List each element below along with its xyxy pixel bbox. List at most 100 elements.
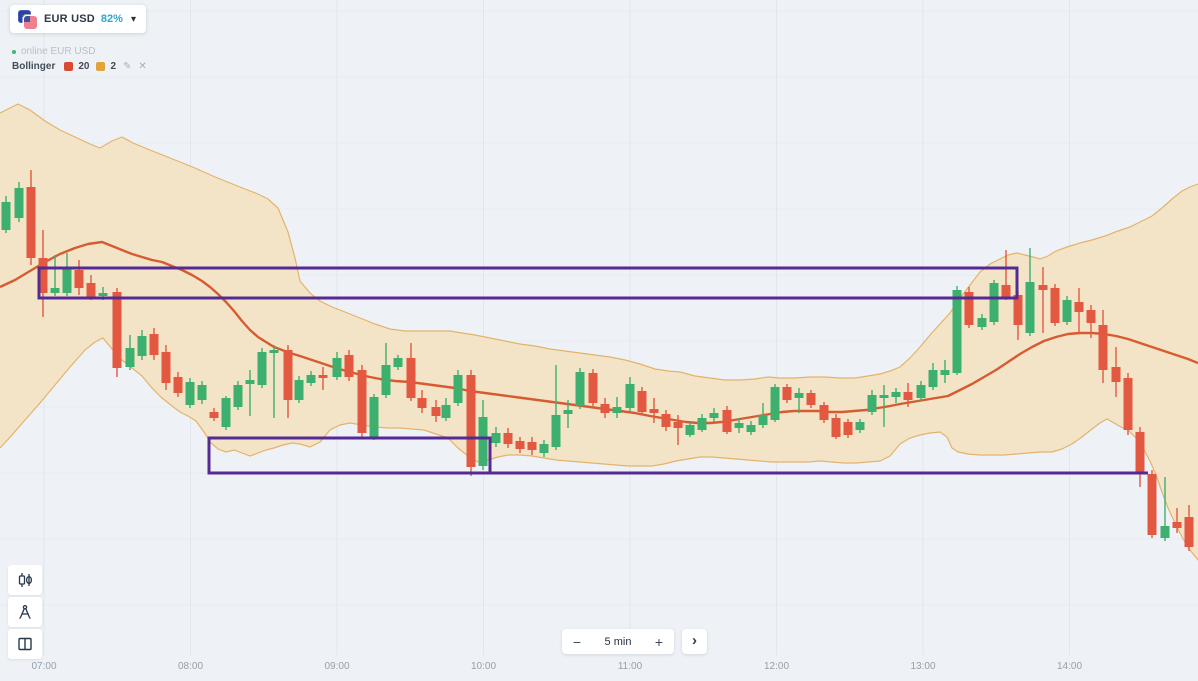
candle-body <box>1135 432 1145 472</box>
candle-body <box>1050 288 1060 323</box>
candlestick-chart-icon <box>18 573 33 587</box>
indicator-period-color-chip <box>64 62 74 71</box>
candle-body <box>928 370 938 387</box>
candle-body <box>575 372 585 406</box>
candle-body <box>209 412 219 418</box>
candle-body <box>125 348 135 367</box>
candle-body <box>26 187 36 258</box>
indicator-period-value: 20 <box>78 61 90 72</box>
timeframe-decrease-button[interactable]: − <box>572 633 582 650</box>
candle-body <box>843 422 853 435</box>
candle-body <box>588 373 598 403</box>
payout-percentage: 82% <box>100 13 123 25</box>
candle-body <box>478 417 488 466</box>
chevron-down-icon: ▾ <box>130 13 136 25</box>
x-axis-label: 13:00 <box>910 661 936 672</box>
candle-body <box>625 384 635 408</box>
multichart-layout-button[interactable] <box>8 629 42 659</box>
candle-body <box>441 405 451 418</box>
timeframe-pill: − 5 min + <box>562 629 674 654</box>
candle-body <box>112 292 122 368</box>
candle-body <box>600 404 610 413</box>
candle-body <box>709 413 719 418</box>
time-axis: 07:00 08:00 09:00 10:00 11:00 12:00 13:00 14:00 <box>0 661 1198 677</box>
x-axis-label: 07:00 <box>31 661 57 672</box>
candle-body <box>294 380 304 400</box>
candle-body <box>612 407 622 413</box>
x-axis-label: 12:00 <box>763 661 790 672</box>
candle-body <box>173 377 183 393</box>
candle-body <box>563 410 573 414</box>
candle-body <box>98 293 108 296</box>
asset-pair-label: EUR USD <box>44 13 95 25</box>
chevron-right-icon: › <box>692 632 697 649</box>
candle-body <box>697 418 707 430</box>
candle-body <box>306 375 316 383</box>
x-axis-label: 10:00 <box>470 661 497 672</box>
candle-body <box>269 350 279 353</box>
chart-type-button[interactable] <box>8 565 42 595</box>
candle-body <box>1147 474 1157 535</box>
candle-body <box>977 318 987 327</box>
split-view-icon <box>18 637 32 651</box>
candle-body <box>1062 300 1072 322</box>
candle-body <box>197 385 207 400</box>
candle-body <box>245 380 255 384</box>
x-axis-label: 08:00 <box>177 661 204 672</box>
edit-indicator-icon[interactable]: ✎ <box>123 61 132 72</box>
candle-body <box>38 258 48 293</box>
candle-body <box>149 334 159 355</box>
candle-body <box>503 433 513 444</box>
candle-body <box>1086 310 1096 323</box>
candle-body <box>185 382 195 405</box>
candle-body <box>891 392 901 397</box>
candle-body <box>867 395 877 412</box>
timeframe-control: − 5 min + › <box>562 629 707 654</box>
candle-body <box>1111 367 1121 382</box>
online-status-row: online EUR USD <box>12 44 147 59</box>
candle-body <box>964 292 974 325</box>
candle-body <box>221 398 231 427</box>
candle-body <box>50 288 60 293</box>
x-axis-label: 14:00 <box>1056 661 1083 672</box>
drawing-tools-button[interactable] <box>8 597 42 627</box>
candle-body <box>1172 522 1182 528</box>
candle-body <box>794 393 804 398</box>
candle-body <box>722 410 732 432</box>
candle-body <box>649 409 659 413</box>
online-status-dot-icon <box>12 49 16 54</box>
candle-body <box>734 423 744 428</box>
usd-flag-icon <box>24 15 37 29</box>
bollinger-upper-band <box>0 103 1198 381</box>
candle-body <box>283 350 293 400</box>
drawn-rectangle[interactable] <box>207 436 492 475</box>
indicator-row[interactable]: Bollinger 20 2 ✎ ✕ <box>12 59 147 74</box>
expand-timeframes-button[interactable]: › <box>682 629 707 654</box>
timeframe-increase-button[interactable]: + <box>654 633 664 650</box>
candle-body <box>1184 517 1194 547</box>
candle-body <box>1013 295 1023 325</box>
indicator-name-label: Bollinger <box>12 61 56 72</box>
candle-body <box>62 268 72 293</box>
candle-body <box>1098 325 1108 370</box>
candle-body <box>1160 526 1170 538</box>
drawn-rectangle[interactable] <box>37 266 1019 300</box>
candle-body <box>357 370 367 433</box>
candle-body <box>1025 282 1035 333</box>
indicator-deviation-color-chip <box>96 62 106 71</box>
bollinger-middle-line <box>0 240 1198 425</box>
candle-body <box>137 336 147 356</box>
candle-body <box>879 395 889 398</box>
candle-body <box>233 385 243 407</box>
x-axis-label: 11:00 <box>617 661 643 672</box>
online-status-label: online EUR USD <box>21 46 96 57</box>
candle-body <box>86 283 96 297</box>
candle-body <box>344 355 354 377</box>
asset-selector-button[interactable]: EUR USD 82% ▾ <box>10 5 146 33</box>
timeframe-value[interactable]: 5 min <box>604 635 632 648</box>
candle-body <box>637 391 647 412</box>
candle-body <box>14 188 24 218</box>
remove-indicator-icon[interactable]: ✕ <box>138 61 147 72</box>
